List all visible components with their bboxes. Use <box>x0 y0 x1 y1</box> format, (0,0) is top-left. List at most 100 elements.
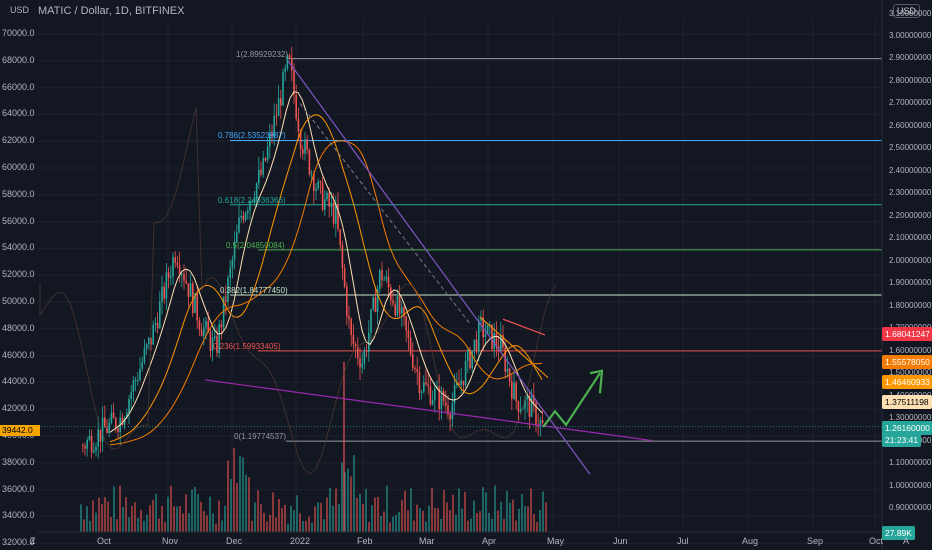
volume-bar <box>272 492 274 532</box>
candle-body <box>196 293 198 321</box>
volume-bar <box>296 495 298 532</box>
candle-body <box>359 358 361 368</box>
volume-bar <box>497 510 499 532</box>
candle-body <box>134 380 137 382</box>
left-axis-tick: 62000.0 <box>2 135 35 146</box>
volume-bar <box>527 506 529 532</box>
volume-bar <box>149 505 151 532</box>
candle-body <box>456 382 458 386</box>
right-axis-tick: 1.00000000 <box>889 480 932 490</box>
fib-label: 0.618(2.24936366) <box>218 195 286 205</box>
volume-bar <box>509 502 511 532</box>
left-axis-tick: 50000.0 <box>2 296 35 306</box>
candle-body <box>194 293 196 313</box>
candle-body <box>214 336 216 338</box>
volume-bar <box>308 516 310 532</box>
volume-bar <box>434 507 436 532</box>
candle-body <box>403 307 405 317</box>
volume-bar <box>545 502 547 532</box>
time-axis-label: Jul <box>677 536 689 546</box>
candle-body <box>110 412 113 423</box>
volume-bar <box>338 504 340 532</box>
volume-bar <box>95 512 97 532</box>
candle-body <box>449 414 451 420</box>
candle-body <box>491 324 493 349</box>
candle-body <box>458 382 460 386</box>
candle-body <box>368 332 370 352</box>
right-axis-tick: 2.50000000 <box>889 143 932 153</box>
candle-body <box>302 149 304 154</box>
volume-bar <box>221 520 223 532</box>
volume-bar <box>212 513 214 532</box>
volume-bar <box>410 488 412 532</box>
left-axis-tick: 46000.0 <box>2 349 35 360</box>
volume-bar <box>242 457 244 532</box>
candle-body <box>293 70 295 95</box>
candle-body <box>321 182 324 210</box>
candle-body <box>365 350 368 352</box>
right-axis-tick: 0.90000000 <box>889 503 932 512</box>
overlay-price-line <box>39 107 557 475</box>
volume-bar <box>488 512 490 532</box>
time-axis-label: May <box>547 536 565 546</box>
left-axis-tick: 52000.0 <box>2 269 35 280</box>
volume-bar <box>194 486 196 532</box>
fib-label: 0(1.19774537) <box>234 432 287 442</box>
volume-bar <box>200 501 202 532</box>
right-axis-tick: 1.90000000 <box>889 278 932 288</box>
volume-bar <box>320 502 322 532</box>
candle-body <box>530 395 533 417</box>
volume-bar <box>500 501 502 532</box>
candle-body <box>396 294 399 316</box>
candle-body <box>480 317 482 321</box>
candle-body <box>442 391 445 403</box>
volume-bar <box>224 505 226 532</box>
candle-body <box>220 324 223 328</box>
volume-bar <box>464 491 466 532</box>
z-icon[interactable]: Z <box>30 536 36 546</box>
volume-bar <box>83 519 85 532</box>
candle-body <box>478 320 480 352</box>
price-tag: 1.26160000 <box>882 420 932 435</box>
candle-body <box>269 133 271 147</box>
left-axis-tick: 58000.0 <box>2 188 35 199</box>
left-axis-tick: 68000.0 <box>2 54 35 65</box>
volume-bar <box>134 502 136 532</box>
volume-bar <box>98 497 100 532</box>
volume-bar <box>524 506 526 532</box>
volume-bar <box>170 485 172 532</box>
time-axis-label: Apr <box>482 536 497 546</box>
candle-body <box>139 368 141 381</box>
volume-bar <box>518 508 520 532</box>
volume-bar <box>260 504 262 532</box>
candle-body <box>370 309 372 333</box>
candle-body <box>159 301 161 329</box>
candle-body <box>95 446 97 451</box>
candle-body <box>231 259 234 268</box>
candle-body <box>209 332 212 351</box>
candle-body <box>200 329 203 337</box>
candle-body <box>218 324 220 353</box>
volume-bar <box>227 460 229 532</box>
right-axis-tick: 3.00000000 <box>889 31 932 40</box>
volume-bar <box>473 500 475 532</box>
auto-scale-icon[interactable]: A <box>903 536 910 546</box>
volume-bar <box>317 502 319 532</box>
volume-bar <box>284 504 286 532</box>
candle-body <box>379 270 381 289</box>
candle-body <box>376 288 379 313</box>
candle-body <box>90 436 93 453</box>
candle-body <box>341 245 344 269</box>
candle-body <box>192 283 194 313</box>
candle-body <box>205 320 207 328</box>
volume-bar <box>353 455 355 532</box>
currency-button[interactable]: USD <box>892 4 920 18</box>
symbol-header[interactable]: MATIC / Dollar, 1D, BITFINEX <box>38 5 185 17</box>
candle-body <box>524 399 526 409</box>
candle-body <box>242 215 245 220</box>
candle-body <box>383 279 385 281</box>
candle-body <box>253 198 256 202</box>
dashed-trendline <box>299 103 471 325</box>
candle-body <box>203 327 205 337</box>
